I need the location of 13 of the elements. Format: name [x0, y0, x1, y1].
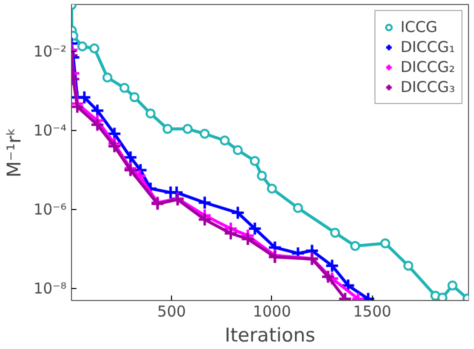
- x-axis-title: Iterations: [224, 324, 316, 346]
- x-tick-label: 1500: [353, 302, 392, 320]
- x-tick-label: 500: [157, 302, 186, 320]
- y-tick-label: 10⁻⁸: [33, 280, 67, 298]
- x-tick-label: 1000: [252, 302, 292, 320]
- y-tick-label: 10⁻⁶: [33, 200, 67, 219]
- legend-label: ICCG: [400, 18, 438, 36]
- legend-label: DICCG₁: [400, 38, 455, 56]
- y-axis-title: M⁻¹rᵏ: [3, 128, 26, 178]
- legend-label: DICCG₂: [400, 58, 455, 76]
- y-tick-label: 10⁻⁴: [33, 122, 67, 140]
- y-tick-label: 10⁻²: [33, 42, 67, 61]
- legend-label: DICCG₃: [400, 78, 455, 96]
